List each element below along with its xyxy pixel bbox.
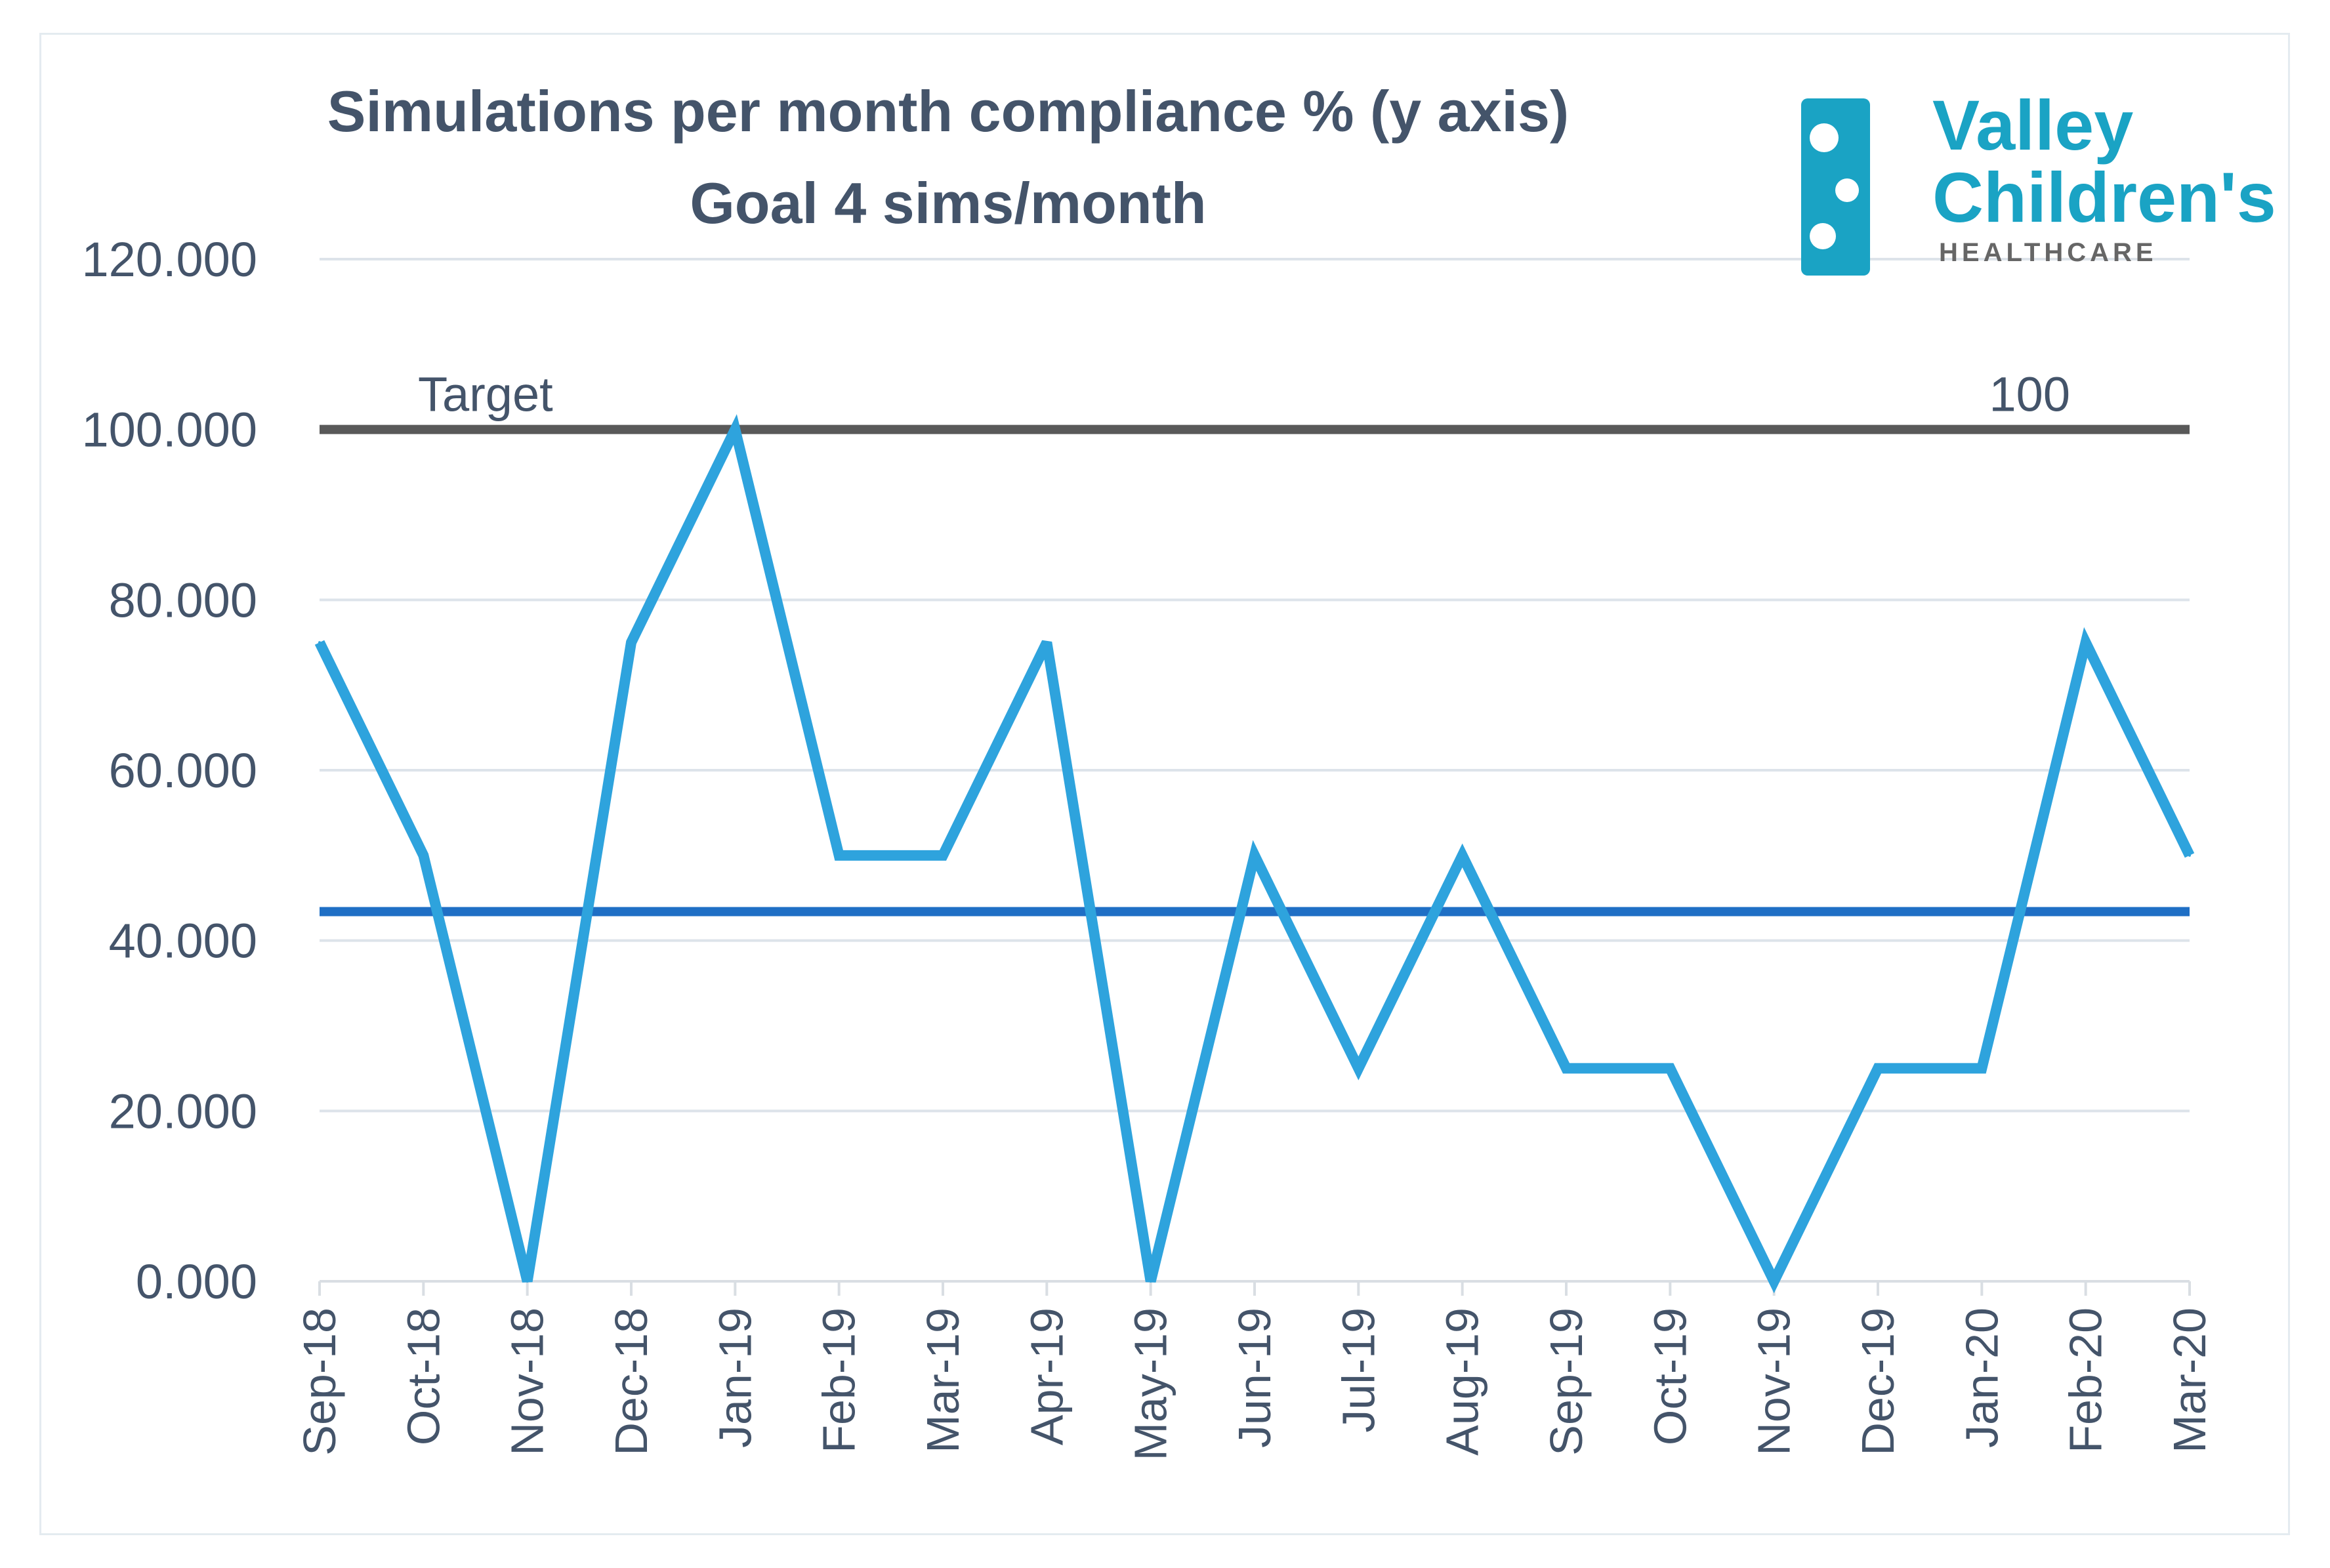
y-tick-label: 20.000 bbox=[109, 1084, 257, 1138]
data-point bbox=[1980, 1067, 1984, 1070]
y-tick-label: 60.000 bbox=[109, 743, 257, 798]
data-point bbox=[1149, 1280, 1152, 1283]
giraffe-spot-icon bbox=[1835, 178, 1859, 202]
data-point bbox=[422, 854, 425, 857]
x-tick-label: Jun-19 bbox=[1229, 1308, 1280, 1448]
target-label: Target bbox=[418, 367, 553, 422]
x-tick-label: Sep-19 bbox=[1541, 1308, 1592, 1456]
data-point bbox=[734, 428, 737, 431]
x-axis-ticks: Sep-18 Oct-18 Nov-18 Dec-18 Jan-19 Feb-19 Mar-… bbox=[294, 1281, 2215, 1460]
data-point bbox=[1461, 854, 1464, 857]
data-point bbox=[2084, 641, 2087, 644]
y-tick-label: 100.000 bbox=[82, 403, 258, 457]
x-tick-label: Jul-19 bbox=[1333, 1308, 1384, 1433]
data-point bbox=[526, 1280, 529, 1283]
y-axis-ticks: 0.000 20.000 40.000 60.000 80.000 100.000 120.… bbox=[82, 232, 258, 1309]
x-tick-label: Nov-19 bbox=[1749, 1308, 1800, 1456]
target-value-label: 100 bbox=[1989, 367, 2070, 422]
data-point bbox=[2188, 854, 2191, 857]
data-point bbox=[1565, 1067, 1568, 1070]
data-point bbox=[942, 854, 944, 857]
giraffe-spot-icon bbox=[1810, 123, 1839, 152]
data-point bbox=[630, 641, 633, 644]
chart-subtitle: Goal 4 sims/month bbox=[690, 171, 1206, 236]
x-tick-label: Aug-19 bbox=[1437, 1308, 1488, 1456]
series-group bbox=[314, 414, 2195, 1294]
x-tick-label: Apr-19 bbox=[1021, 1308, 1072, 1445]
giraffe-spot-icon bbox=[1810, 223, 1836, 249]
data-point bbox=[318, 641, 321, 644]
x-tick-label: Dec-19 bbox=[1852, 1308, 1904, 1456]
x-tick-label: Oct-18 bbox=[398, 1308, 449, 1445]
y-tick-label: 80.000 bbox=[109, 573, 257, 627]
data-point bbox=[1253, 854, 1256, 857]
x-tick-label: Mar-20 bbox=[2164, 1308, 2215, 1453]
x-tick-label: Oct-19 bbox=[1644, 1308, 1695, 1445]
x-tick-label: Dec-18 bbox=[606, 1308, 657, 1456]
logo-line-1: Valley bbox=[1932, 85, 2133, 165]
x-tick-label: Jan-20 bbox=[1956, 1308, 2007, 1448]
data-point bbox=[1877, 1067, 1879, 1070]
data-point bbox=[1669, 1067, 1672, 1070]
logo-line-3: HEALTHCARE bbox=[1939, 238, 2157, 267]
giraffe-icon bbox=[1801, 98, 1870, 276]
x-tick-label: Sep-18 bbox=[294, 1308, 345, 1456]
x-tick-label: Nov-18 bbox=[502, 1308, 553, 1456]
x-tick-label: Feb-19 bbox=[814, 1308, 865, 1453]
chart-title: Simulations per month compliance % (y ax… bbox=[327, 79, 1569, 144]
logo-line-2: Children's bbox=[1932, 157, 2276, 237]
x-tick-label: Mar-19 bbox=[917, 1308, 968, 1453]
y-tick-label: 40.000 bbox=[109, 914, 257, 968]
chart-frame bbox=[39, 33, 2290, 1535]
data-point bbox=[1772, 1280, 1776, 1283]
data-point bbox=[1357, 1067, 1360, 1070]
x-tick-label: Feb-20 bbox=[2060, 1308, 2112, 1453]
y-tick-label: 0.000 bbox=[136, 1254, 257, 1309]
reference-lines: Target 100 bbox=[320, 367, 2190, 917]
y-tick-label: 120.000 bbox=[82, 232, 258, 287]
gridlines bbox=[320, 258, 2190, 1113]
x-tick-label: May-19 bbox=[1125, 1308, 1176, 1460]
data-point bbox=[837, 854, 841, 857]
x-tick-label: Jan-19 bbox=[709, 1308, 760, 1448]
data-point bbox=[1045, 641, 1049, 644]
valley-childrens-logo: Valley Children's HEALTHCARE bbox=[1801, 85, 2276, 276]
